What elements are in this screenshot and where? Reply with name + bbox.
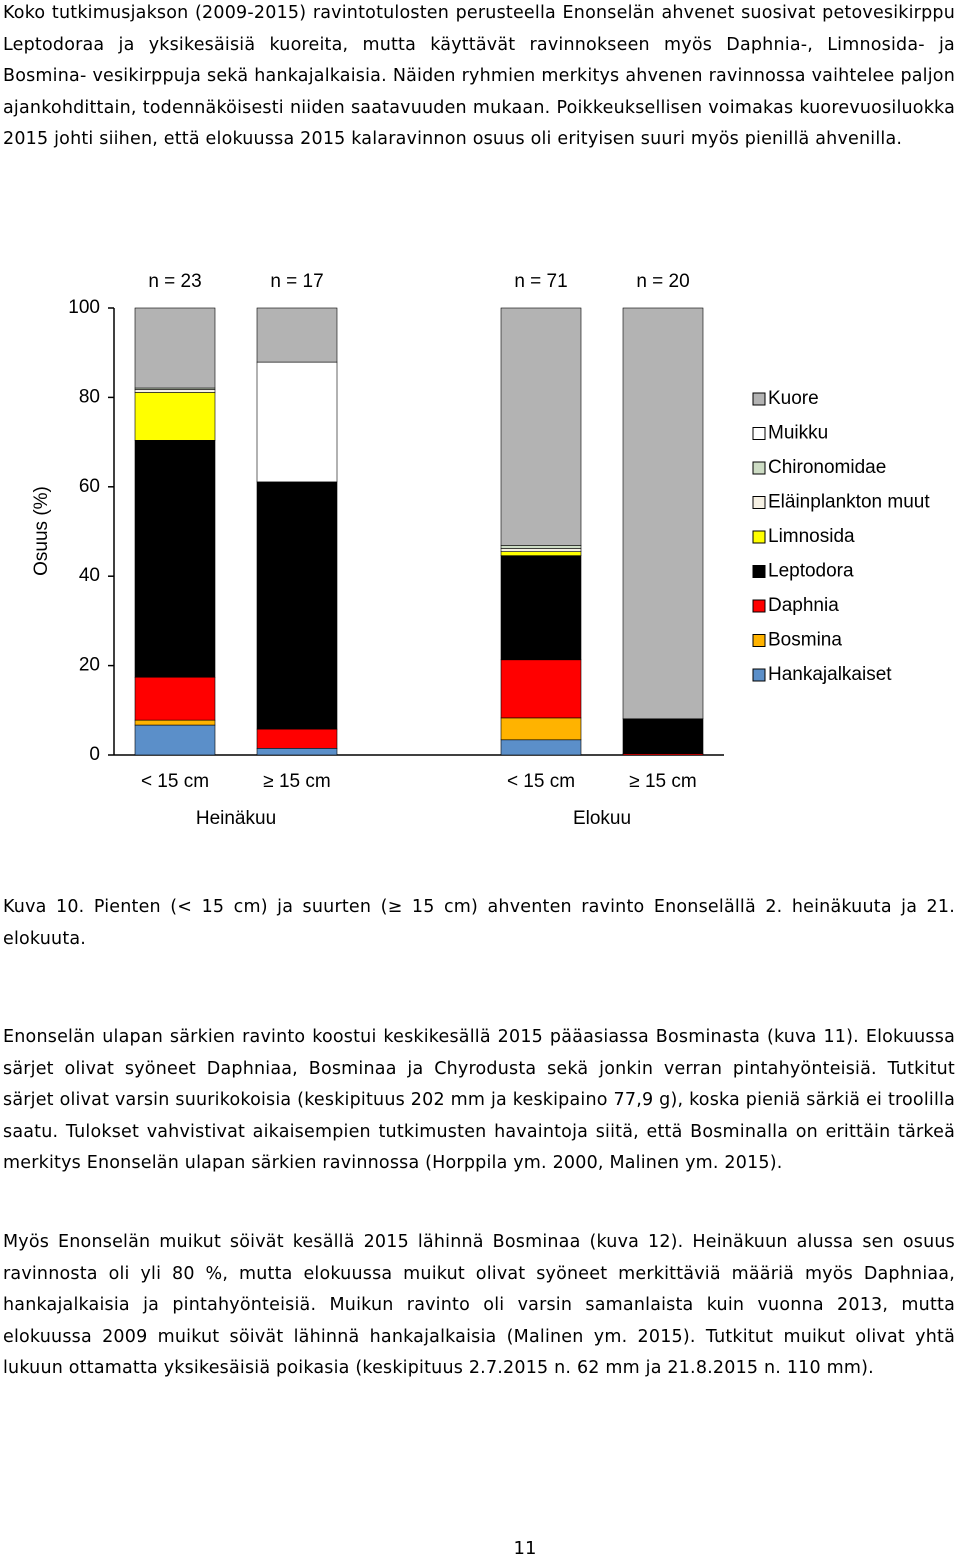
y-tick-label: 20	[79, 655, 100, 676]
bar-segment	[500, 548, 582, 552]
y-tick-label: 100	[68, 297, 100, 318]
bar-segment	[134, 724, 216, 756]
chart: Osuus (%) 0 20 40 60 80 100 < 15 cm n = 23 ≥ 15 …	[31, 271, 930, 829]
bar-segment	[256, 481, 338, 730]
y-tick-label: 80	[79, 386, 100, 407]
n-label: n = 17	[270, 271, 323, 292]
bar-segment	[134, 389, 216, 393]
paragraph: Enonselän ulapan särkien ravinto koostui…	[3, 1027, 955, 1173]
bar-segment	[256, 728, 338, 749]
bar-segment	[134, 307, 216, 389]
bar-segment	[500, 307, 582, 546]
bar-segment	[134, 440, 216, 678]
legend-label: Kuore	[768, 388, 819, 409]
bar-segment	[622, 307, 704, 720]
legend-swatch	[752, 530, 766, 544]
legend-swatch	[752, 668, 766, 682]
legend-label: Muikku	[768, 423, 828, 444]
x-tick-label: < 15 cm	[141, 771, 209, 792]
legend-label: Hankajalkaiset	[768, 664, 892, 685]
y-tick-label: 40	[79, 565, 100, 586]
bar-segment	[500, 659, 582, 719]
y-tick-label: 60	[79, 476, 100, 497]
bar-segment	[500, 551, 582, 556]
figure-caption: Kuva 10. Pienten (< 15 cm) ja suurten (≥…	[3, 897, 955, 949]
group-label: Heinäkuu	[196, 808, 276, 829]
n-label: n = 23	[148, 271, 201, 292]
legend-swatch	[752, 392, 766, 406]
n-label: n = 71	[514, 271, 567, 292]
legend-label: Limnosida	[768, 526, 855, 547]
x-tick-label: < 15 cm	[507, 771, 575, 792]
bar-segment	[500, 545, 582, 549]
bar-segment	[500, 555, 582, 661]
bar-segment	[256, 747, 338, 756]
bar-segment	[134, 392, 216, 441]
legend-label: Daphnia	[768, 595, 839, 616]
bar-segment	[500, 739, 582, 756]
bar-segment	[256, 361, 338, 483]
legend-swatch	[752, 427, 766, 440]
legend-swatch	[752, 565, 766, 578]
intro-text: Koko tutkimusjakson (2009-2015) ravintot…	[3, 3, 955, 149]
y-tick-label: 0	[89, 744, 100, 765]
group-label: Elokuu	[573, 808, 631, 829]
legend-label: Chironomidae	[768, 457, 886, 478]
legend-swatch	[752, 461, 766, 475]
x-tick-label: ≥ 15 cm	[263, 771, 330, 792]
bar-segment	[500, 717, 582, 741]
legend-label: Eläinplankton muut	[768, 492, 930, 513]
legend-swatch	[752, 634, 766, 647]
paragraph: Myös Enonselän muikut söivät kesällä 201…	[3, 1232, 955, 1378]
bar-segment	[134, 676, 216, 721]
x-tick-label: ≥ 15 cm	[629, 771, 696, 792]
bar-segment	[134, 719, 216, 726]
legend-swatch	[752, 496, 766, 509]
legend-swatch	[752, 599, 766, 613]
legend-label: Leptodora	[768, 561, 854, 582]
legend-label: Bosmina	[768, 630, 842, 651]
bar-segment	[622, 718, 704, 754]
page-number: 11	[513, 1538, 537, 1559]
n-label: n = 20	[636, 271, 689, 292]
bar-segment	[256, 307, 338, 363]
y-axis-label: Osuus (%)	[31, 486, 52, 576]
